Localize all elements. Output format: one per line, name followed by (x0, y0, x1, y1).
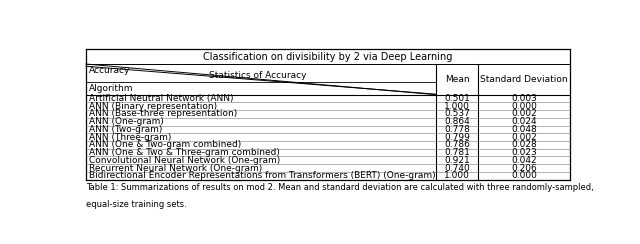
Text: Table 1: Summarizations of results on mod 2. Mean and standard deviation are cal: Table 1: Summarizations of results on mo… (86, 183, 594, 192)
Text: ANN (Two-gram): ANN (Two-gram) (89, 125, 163, 134)
Text: ANN (One & Two-gram combined): ANN (One & Two-gram combined) (89, 140, 241, 149)
Text: 0.002: 0.002 (511, 110, 537, 119)
Text: Statistics of Accuracy: Statistics of Accuracy (209, 71, 306, 81)
Text: Mean: Mean (445, 75, 470, 84)
Text: 0.000: 0.000 (511, 102, 537, 111)
Text: 0.042: 0.042 (511, 156, 537, 165)
Text: 0.799: 0.799 (444, 133, 470, 142)
Text: 0.000: 0.000 (511, 171, 537, 180)
Text: ANN (One-gram): ANN (One-gram) (89, 117, 164, 126)
Text: 0.003: 0.003 (511, 94, 537, 103)
Text: Standard Deviation: Standard Deviation (480, 75, 568, 84)
Text: Convolutional Neural Network (One-gram): Convolutional Neural Network (One-gram) (89, 156, 280, 165)
Text: 0.781: 0.781 (444, 148, 470, 157)
Text: ANN (Base-three representation): ANN (Base-three representation) (89, 110, 237, 119)
Text: Classification on divisibility by 2 via Deep Learning: Classification on divisibility by 2 via … (204, 51, 452, 61)
Text: ANN (Three-gram): ANN (Three-gram) (89, 133, 172, 142)
Text: 0.206: 0.206 (511, 163, 537, 173)
Text: 0.024: 0.024 (511, 117, 537, 126)
Text: 0.023: 0.023 (511, 148, 537, 157)
Text: 1.000: 1.000 (444, 171, 470, 180)
Text: Recurrent Neural Network (One-gram): Recurrent Neural Network (One-gram) (89, 163, 262, 173)
Text: 0.537: 0.537 (444, 110, 470, 119)
Text: 0.786: 0.786 (444, 140, 470, 149)
Text: 0.740: 0.740 (444, 163, 470, 173)
Text: Bidirectional Encoder Representations from Transformers (BERT) (One-gram): Bidirectional Encoder Representations fr… (89, 171, 436, 180)
Text: 0.778: 0.778 (444, 125, 470, 134)
Text: 0.002: 0.002 (511, 133, 537, 142)
Text: 0.028: 0.028 (511, 140, 537, 149)
Text: Accuracy: Accuracy (89, 66, 131, 75)
Text: 0.501: 0.501 (444, 94, 470, 103)
Text: ANN (One & Two & Three-gram combined): ANN (One & Two & Three-gram combined) (89, 148, 280, 157)
Text: Algorithm: Algorithm (89, 84, 133, 93)
Text: 0.864: 0.864 (444, 117, 470, 126)
Text: equal-size training sets.: equal-size training sets. (86, 200, 187, 209)
Text: 1.000: 1.000 (444, 102, 470, 111)
Text: ANN (Binary representation): ANN (Binary representation) (89, 102, 217, 111)
Text: 0.921: 0.921 (444, 156, 470, 165)
Text: 0.048: 0.048 (511, 125, 537, 134)
Text: Artificial Neutral Network (ANN): Artificial Neutral Network (ANN) (89, 94, 234, 103)
